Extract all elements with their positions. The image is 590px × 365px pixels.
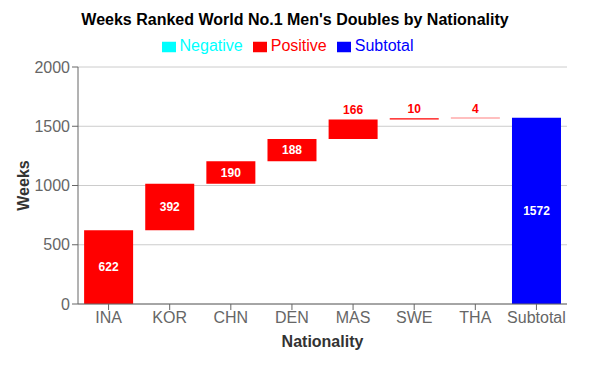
svg-text:THA: THA [459,309,491,326]
svg-text:166: 166 [343,103,363,117]
svg-text:10: 10 [408,102,422,116]
svg-text:4: 4 [472,102,479,116]
svg-text:188: 188 [282,143,302,157]
svg-text:Subtotal: Subtotal [507,309,566,326]
svg-text:INA: INA [95,309,122,326]
svg-text:1572: 1572 [523,204,550,218]
html-text:Negative: Negative [179,37,243,54]
svg-text:CHN: CHN [213,309,248,326]
svg-text:622: 622 [99,260,119,274]
html-text:Positive: Positive [270,37,327,54]
svg-text:Weeks: Weeks [15,160,32,211]
svg-text:MAS: MAS [336,309,371,326]
html-text:Subtotal: Subtotal [354,37,414,54]
svg-text:1000: 1000 [34,177,70,194]
svg-text:0: 0 [61,296,70,313]
html-text:Weeks Ranked World No.1 Men's: Weeks Ranked World No.1 Men's Doubles by… [81,11,509,28]
svg-text:500: 500 [43,236,70,253]
svg-text:SWE: SWE [396,309,432,326]
svg-text:KOR: KOR [152,309,187,326]
svg-text:2000: 2000 [34,59,70,76]
svg-text:Nationality: Nationality [282,333,364,350]
svg-text:190: 190 [221,166,241,180]
svg-text:1500: 1500 [34,118,70,135]
svg-text:392: 392 [160,200,180,214]
svg-text:DEN: DEN [275,309,309,326]
